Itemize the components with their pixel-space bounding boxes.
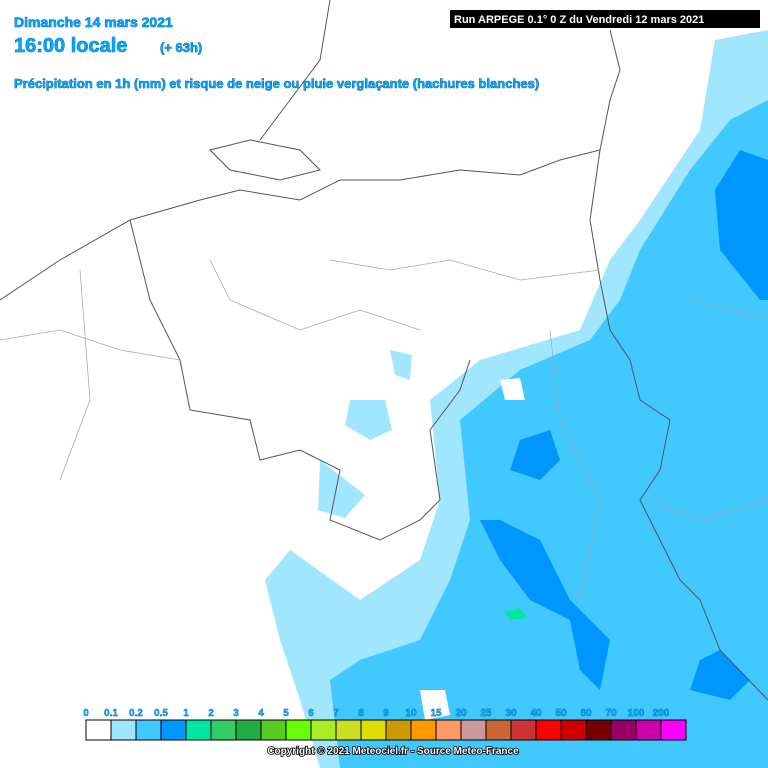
- intense-cell: [505, 608, 528, 620]
- legend-swatch: [410, 719, 437, 741]
- legend-swatch: [160, 719, 187, 741]
- legend-label: 70: [605, 708, 617, 719]
- legend: 0 0.1 0.2 0.5 1 2 3 4 5 6 7 8 9 10 15 20 25 30 40 50 60 70 100…: [83, 708, 687, 741]
- legend-swatch: [360, 719, 387, 741]
- legend-label: 3: [233, 708, 239, 719]
- legend-swatch: [310, 719, 337, 741]
- legend-label: 20: [455, 708, 467, 719]
- legend-swatch: [235, 719, 262, 741]
- legend-label: 40: [530, 708, 542, 719]
- date: Dimanche 14 mars 2021: [14, 14, 173, 30]
- time-offset: (+ 63h): [160, 40, 202, 55]
- legend-label: 2: [208, 708, 214, 719]
- legend-label: 200: [653, 708, 670, 719]
- legend-swatch: [610, 719, 637, 741]
- legend-label: 1: [183, 708, 189, 719]
- legend-label: 7: [333, 708, 339, 719]
- legend-label: 4: [258, 708, 264, 719]
- legend-swatch: [485, 719, 512, 741]
- legend-label: 0.5: [154, 708, 168, 719]
- legend-swatch: [110, 719, 137, 741]
- legend-swatch: [335, 719, 362, 741]
- legend-swatch: [260, 719, 287, 741]
- legend-swatch: [285, 719, 312, 741]
- legend-swatch: [185, 719, 212, 741]
- legend-label: 25: [480, 708, 492, 719]
- legend-swatch: [510, 719, 537, 741]
- legend-swatch: [85, 719, 112, 741]
- legend-label: 0.2: [129, 708, 143, 719]
- legend-label: 9: [383, 708, 389, 719]
- legend-swatch: [560, 719, 587, 741]
- regions: [0, 259, 768, 601]
- legend-label: 10: [405, 708, 417, 719]
- precipitation: [265, 30, 768, 768]
- legend-label: 0.1: [104, 708, 118, 719]
- legend-label: 15: [430, 708, 442, 719]
- legend-label: 60: [580, 708, 592, 719]
- legend-swatch: [460, 719, 487, 741]
- legend-label: 0: [83, 708, 89, 719]
- borders: [0, 0, 768, 701]
- legend-swatch: [535, 719, 562, 741]
- legend-label: 50: [555, 708, 567, 719]
- legend-swatch: [585, 719, 612, 741]
- legend-swatch: [635, 719, 662, 741]
- subtitle: Précipitation en 1h (mm) et risque de ne…: [14, 76, 539, 91]
- heavy-rain: [480, 150, 768, 700]
- time: 16:00 locale: [14, 35, 127, 57]
- legend-label: 30: [505, 708, 517, 719]
- light-rain-cells: [318, 350, 412, 518]
- legend-label: 8: [358, 708, 364, 719]
- legend-label: 5: [283, 708, 289, 719]
- copyright: Copyright © 2021 Meteociel.fr - Source M…: [267, 746, 519, 757]
- legend-swatch: [660, 719, 687, 741]
- run-box: [450, 10, 760, 28]
- legend-label: 100: [628, 708, 645, 719]
- legend-swatch: [135, 719, 162, 741]
- legend-label: 6: [308, 708, 314, 719]
- legend-swatch: [385, 719, 412, 741]
- legend-swatch: [435, 719, 462, 741]
- run-label: Run ARPEGE 0.1° 0 Z du Vendredi 12 mars …: [454, 14, 704, 26]
- legend-swatch: [210, 719, 237, 741]
